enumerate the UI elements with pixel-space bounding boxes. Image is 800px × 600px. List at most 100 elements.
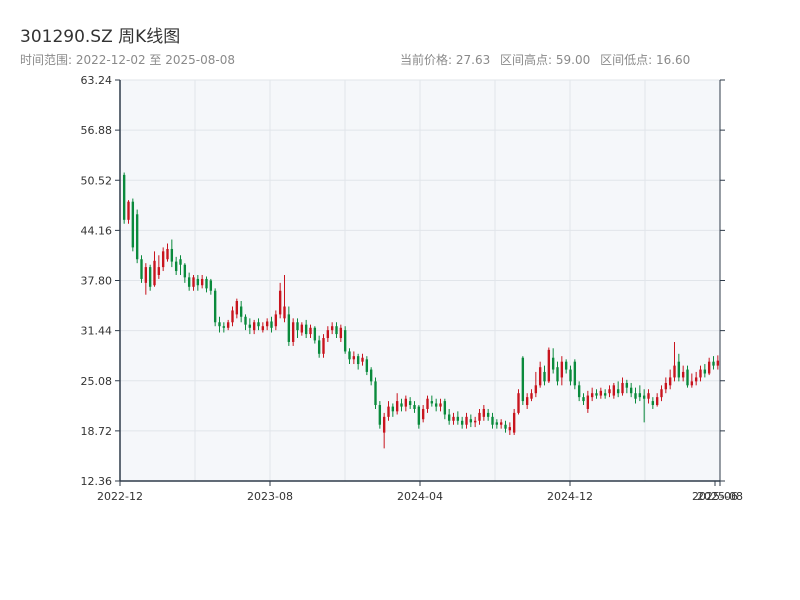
- candle-down: [205, 278, 208, 289]
- interval-low-text: 区间低点: 16.60: [600, 53, 691, 67]
- candle-down: [348, 351, 351, 360]
- y-tick-label: 12.36: [81, 475, 113, 488]
- candle-down: [629, 387, 633, 394]
- candle-down: [434, 403, 438, 407]
- candle-down: [543, 371, 546, 382]
- candle-up: [612, 385, 616, 396]
- candle-down: [703, 369, 707, 374]
- candle-down: [131, 201, 135, 248]
- candle-down: [148, 267, 152, 287]
- candle-down: [365, 359, 369, 372]
- candle-up: [235, 300, 239, 315]
- candle-down: [521, 357, 525, 402]
- candle-up: [690, 381, 694, 386]
- candle-up: [586, 395, 590, 409]
- candle-down: [686, 369, 689, 386]
- candle-up: [608, 389, 611, 394]
- candle-down: [495, 422, 499, 425]
- candle-up: [339, 327, 343, 339]
- candle-up: [322, 338, 325, 354]
- candle-up: [395, 401, 399, 412]
- candle-down: [712, 361, 715, 366]
- y-tick-label: 18.72: [81, 425, 113, 438]
- candle-up: [231, 310, 234, 323]
- interval-high-text: 区间高点: 59.00: [500, 53, 591, 67]
- candle-down: [356, 356, 360, 365]
- candle-down: [187, 277, 191, 287]
- candle-up: [525, 397, 529, 406]
- candle-down: [313, 327, 317, 341]
- y-tick-label: 63.24: [81, 74, 113, 87]
- candle-up: [252, 322, 256, 331]
- candle-up: [716, 360, 720, 366]
- current-price-text: 当前价格: 27.63: [400, 53, 491, 67]
- candle-up: [192, 277, 195, 287]
- candle-down: [573, 361, 577, 386]
- stats-bar: 当前价格: 27.63 区间高点: 59.00 区间低点: 16.60: [400, 51, 696, 68]
- candle-down: [209, 280, 213, 291]
- candle-down: [122, 174, 126, 220]
- candle-up: [265, 321, 269, 327]
- x-tick-label: 2024-04: [397, 490, 443, 503]
- candle-down: [577, 385, 581, 398]
- candle-down: [456, 416, 460, 421]
- candle-up: [699, 369, 702, 378]
- candle-up: [465, 416, 468, 425]
- y-tick-label: 44.16: [81, 224, 113, 237]
- candle-down: [430, 401, 434, 404]
- candle-down: [582, 397, 585, 402]
- x-tick-label: 2022-12: [97, 490, 143, 503]
- candle-up: [621, 382, 624, 394]
- candle-up: [309, 327, 312, 335]
- candle-down: [556, 367, 559, 382]
- candle-down: [417, 406, 421, 425]
- candle-down: [603, 393, 607, 396]
- candle-down: [287, 314, 291, 342]
- candle-down: [369, 369, 373, 382]
- candle-up: [681, 371, 685, 378]
- candle-down: [443, 401, 447, 415]
- candle-up: [361, 357, 364, 362]
- candle-up: [426, 398, 429, 409]
- candle-down: [638, 393, 642, 398]
- y-tick-label: 56.88: [81, 124, 113, 137]
- candle-up: [452, 416, 455, 421]
- candle-down: [174, 261, 178, 272]
- candle-down: [170, 248, 174, 262]
- candle-down: [391, 406, 395, 412]
- candle-down: [642, 395, 646, 399]
- date-range-text: 时间范围: 2022-12-02 至 2025-08-08: [20, 53, 235, 67]
- candle-up: [530, 393, 533, 399]
- candle-down: [469, 419, 473, 423]
- y-tick-label: 31.44: [81, 325, 113, 338]
- candle-up: [439, 403, 442, 407]
- candle-down: [196, 278, 200, 286]
- candle-up: [127, 201, 130, 220]
- candle-up: [660, 389, 663, 398]
- candle-up: [166, 248, 169, 260]
- x-tick-label: 2025-08: [697, 490, 743, 503]
- candle-down: [335, 326, 338, 335]
- candle-up: [499, 422, 503, 425]
- candle-up: [274, 314, 278, 327]
- candle-up: [283, 306, 286, 319]
- candle-down: [140, 259, 143, 279]
- candle-down: [270, 321, 273, 328]
- candle-up: [707, 361, 711, 374]
- candle-down: [625, 382, 629, 388]
- candle-down: [374, 381, 377, 406]
- candle-up: [421, 408, 425, 420]
- candle-down: [460, 420, 464, 425]
- x-tick-label: 2024-12: [547, 490, 593, 503]
- candle-up: [673, 365, 676, 378]
- candle-down: [400, 403, 403, 407]
- candle-up: [655, 397, 659, 406]
- y-tick-label: 25.08: [81, 375, 113, 388]
- candle-up: [404, 398, 408, 407]
- candle-up: [547, 349, 551, 382]
- candle-down: [651, 401, 655, 406]
- candle-down: [677, 361, 681, 378]
- candle-down: [408, 401, 412, 406]
- candle-up: [560, 361, 564, 378]
